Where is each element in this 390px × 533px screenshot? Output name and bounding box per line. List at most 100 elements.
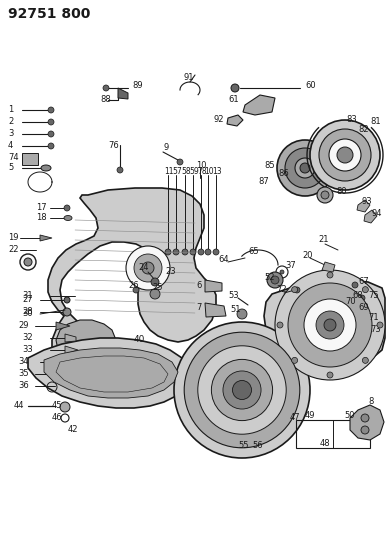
Text: 7: 7 <box>196 303 201 312</box>
Text: 9: 9 <box>163 143 168 152</box>
Circle shape <box>48 107 54 113</box>
Circle shape <box>134 254 162 282</box>
Text: 46: 46 <box>52 414 63 423</box>
Circle shape <box>324 319 336 331</box>
Text: 8: 8 <box>368 398 373 407</box>
Text: 43: 43 <box>225 403 236 413</box>
Circle shape <box>377 322 383 328</box>
Text: 87: 87 <box>258 177 269 187</box>
Ellipse shape <box>64 215 72 221</box>
Circle shape <box>205 249 211 255</box>
Polygon shape <box>118 88 128 99</box>
Circle shape <box>275 270 385 380</box>
Text: 52: 52 <box>264 273 275 282</box>
Circle shape <box>48 119 54 125</box>
Text: 72: 72 <box>276 286 287 295</box>
Text: 47: 47 <box>290 414 301 423</box>
Text: 1: 1 <box>8 106 13 115</box>
Text: 32: 32 <box>22 334 33 343</box>
Circle shape <box>182 249 188 255</box>
Circle shape <box>280 406 292 418</box>
Circle shape <box>64 297 70 303</box>
Text: 93: 93 <box>362 198 372 206</box>
Text: 6: 6 <box>196 280 201 289</box>
Circle shape <box>285 148 325 188</box>
Polygon shape <box>40 235 52 241</box>
Text: 65: 65 <box>248 247 259 256</box>
Text: 33: 33 <box>22 345 33 354</box>
Text: 92: 92 <box>213 116 223 125</box>
Circle shape <box>304 299 356 351</box>
Text: 73: 73 <box>370 326 381 335</box>
Circle shape <box>174 322 310 458</box>
Text: 31: 31 <box>22 292 33 301</box>
Circle shape <box>300 163 310 173</box>
Text: 94: 94 <box>371 208 381 217</box>
Circle shape <box>271 276 279 284</box>
Circle shape <box>198 249 204 255</box>
Text: 11: 11 <box>164 167 174 176</box>
Text: 59: 59 <box>189 167 199 176</box>
Text: 74: 74 <box>8 152 19 161</box>
Polygon shape <box>205 280 222 292</box>
Circle shape <box>133 287 139 293</box>
Polygon shape <box>205 303 226 317</box>
Circle shape <box>126 246 170 290</box>
Circle shape <box>277 140 333 196</box>
Text: 25: 25 <box>152 284 163 293</box>
Text: 81: 81 <box>370 117 381 126</box>
Text: 91: 91 <box>183 74 193 83</box>
Text: 37: 37 <box>285 261 296 270</box>
Text: 68: 68 <box>352 290 363 300</box>
Text: 3: 3 <box>8 130 13 139</box>
Text: 83: 83 <box>346 116 357 125</box>
Polygon shape <box>56 356 168 392</box>
Polygon shape <box>227 115 243 126</box>
Circle shape <box>223 371 261 409</box>
Text: 71: 71 <box>368 313 379 322</box>
Circle shape <box>321 191 329 199</box>
Text: 30: 30 <box>22 310 33 319</box>
Text: 28: 28 <box>22 308 33 317</box>
Circle shape <box>103 85 109 91</box>
Circle shape <box>359 295 365 301</box>
Text: 75: 75 <box>368 290 379 300</box>
Circle shape <box>361 426 369 434</box>
Circle shape <box>358 318 366 326</box>
Text: 40: 40 <box>134 335 145 344</box>
Circle shape <box>362 357 369 364</box>
Text: 13: 13 <box>212 167 222 176</box>
Circle shape <box>294 287 300 293</box>
Text: 44: 44 <box>14 401 25 410</box>
Circle shape <box>48 143 54 149</box>
Polygon shape <box>322 262 335 272</box>
Circle shape <box>165 249 171 255</box>
Circle shape <box>60 402 70 412</box>
Text: 67: 67 <box>358 278 369 287</box>
Polygon shape <box>56 320 116 366</box>
Circle shape <box>190 249 196 255</box>
Circle shape <box>280 270 284 274</box>
Circle shape <box>237 309 247 319</box>
Circle shape <box>319 129 371 181</box>
Circle shape <box>231 84 239 92</box>
Text: 89: 89 <box>132 80 143 90</box>
Polygon shape <box>264 280 385 370</box>
Text: 27: 27 <box>22 295 33 304</box>
Text: 22: 22 <box>8 246 18 254</box>
Circle shape <box>20 254 36 270</box>
Circle shape <box>352 282 358 288</box>
Text: 42: 42 <box>68 425 78 434</box>
Circle shape <box>151 278 159 286</box>
Circle shape <box>173 249 179 255</box>
Text: 80: 80 <box>336 188 347 197</box>
Circle shape <box>288 283 372 367</box>
Text: 92751 800: 92751 800 <box>8 7 90 21</box>
Circle shape <box>277 322 283 328</box>
Text: 76: 76 <box>108 141 119 149</box>
Circle shape <box>362 287 369 293</box>
Ellipse shape <box>41 165 51 171</box>
Polygon shape <box>243 95 275 115</box>
Text: 36: 36 <box>18 382 29 391</box>
Circle shape <box>316 311 344 339</box>
